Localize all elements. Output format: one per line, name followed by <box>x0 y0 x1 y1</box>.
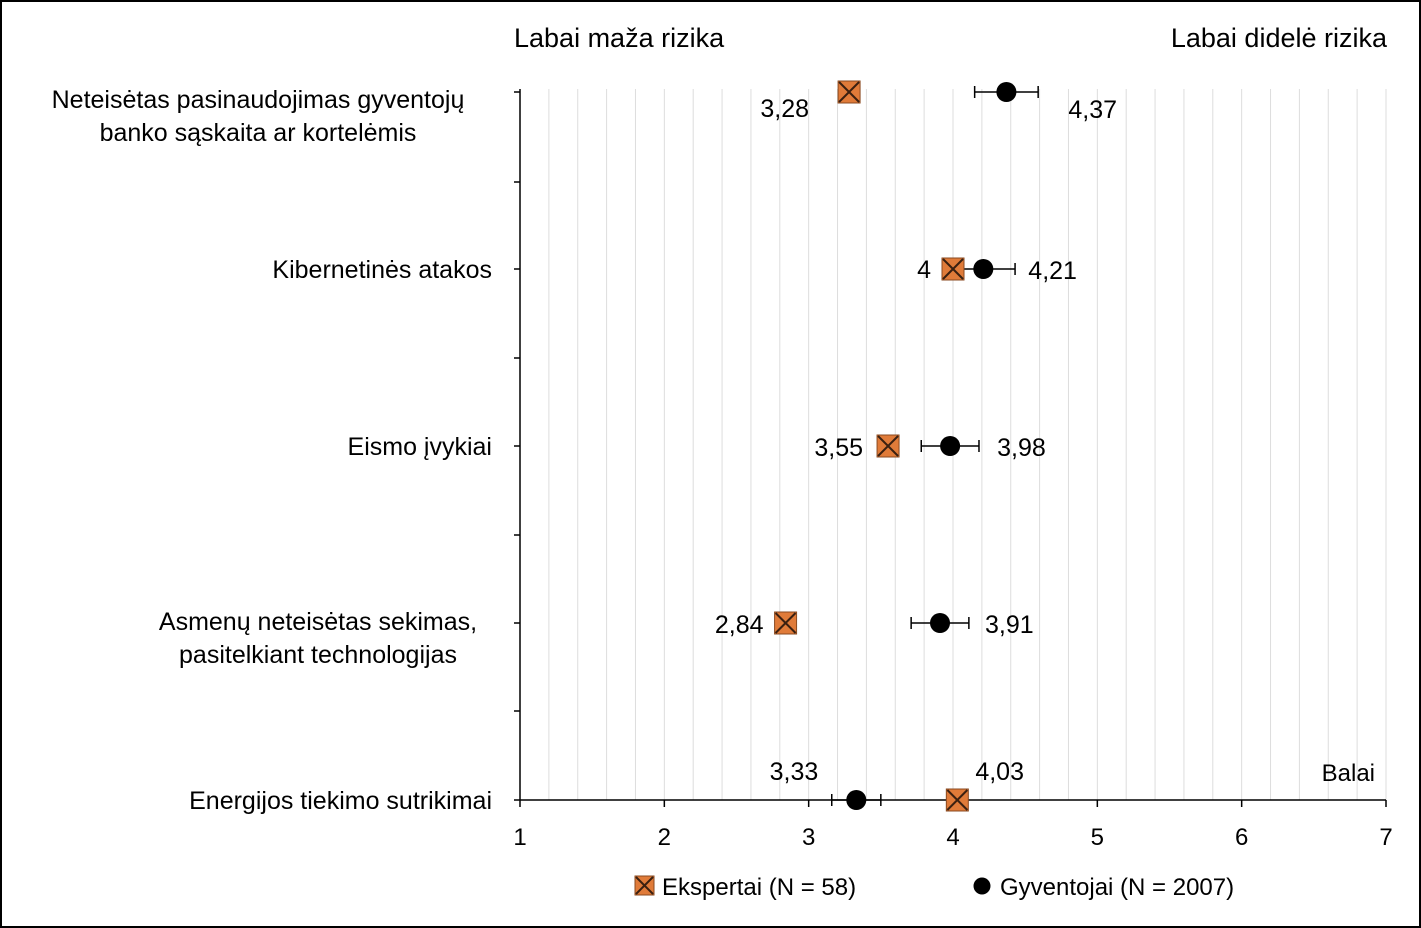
expert-marker <box>876 434 900 458</box>
expert-marker <box>945 788 969 812</box>
legend-resident-marker <box>973 877 991 895</box>
x-tick-label: 7 <box>1379 824 1392 851</box>
resident-value-label: 4,37 <box>1068 96 1117 124</box>
data-labels: 3,28 4 3,55 2,84 4,03 4,37 4,21 3,98 3,91 3,33 <box>715 95 1117 786</box>
expert-marker <box>837 80 861 104</box>
category-label: Neteisėtas pasinaudojimas gyventojų <box>52 86 465 114</box>
category-labels: Neteisėtas pasinaudojimas gyventojų banko… <box>52 86 492 815</box>
expert-marker-cross <box>946 789 969 811</box>
gridlines <box>548 89 1387 800</box>
resident-marker <box>930 613 951 633</box>
data-marks <box>774 80 1039 812</box>
x-tick-label: 6 <box>1235 824 1248 851</box>
x-tick-label: 1 <box>513 824 526 851</box>
legend-expert-label: Ekspertai (N = 58) <box>662 874 856 901</box>
expert-value-label: 3,28 <box>760 95 809 123</box>
resident-value-label: 3,91 <box>985 611 1034 639</box>
resident-marker <box>940 436 961 456</box>
resident-value-label: 3,33 <box>770 758 819 786</box>
resident-value-label: 3,98 <box>997 434 1046 462</box>
expert-marker-cross <box>942 258 964 280</box>
x-tick-label: 3 <box>802 824 815 851</box>
x-tick-label: 2 <box>658 824 671 851</box>
right-header: Labai didelė rizika <box>1171 23 1388 53</box>
expert-marker <box>774 611 798 635</box>
expert-value-label: 4 <box>917 256 931 284</box>
expert-value-label: 4,03 <box>975 758 1024 786</box>
legend: Ekspertai (N = 58) Gyventojai (N = 2007) <box>634 874 1234 901</box>
category-label: Kibernetinės atakos <box>272 256 492 284</box>
legend-resident-label: Gyventojai (N = 2007) <box>1000 874 1234 901</box>
resident-marker <box>996 82 1017 102</box>
resident-marker <box>973 259 994 279</box>
resident-marker <box>846 790 867 810</box>
expert-marker-cross <box>774 612 797 634</box>
left-header: Labai maža rizika <box>514 23 725 53</box>
category-label: pasitelkiant technologijas <box>179 641 457 669</box>
legend-expert-marker <box>634 875 655 896</box>
category-label: banko sąskaita ar kortelėmis <box>100 119 417 147</box>
x-tick-label: 4 <box>946 824 959 851</box>
category-label: Eismo įvykiai <box>348 433 492 461</box>
category-label: Energijos tiekimo sutrikimai <box>189 787 492 815</box>
category-label: Asmenų neteisėtas sekimas, <box>159 608 477 636</box>
expert-marker-cross <box>838 81 860 103</box>
unit-label: Balai <box>1322 760 1375 787</box>
expert-value-label: 2,84 <box>715 611 764 639</box>
expert-marker <box>941 257 965 281</box>
expert-marker-cross <box>877 435 899 457</box>
x-tick-label: 5 <box>1091 824 1104 851</box>
resident-value-label: 4,21 <box>1028 257 1077 285</box>
expert-value-label: 3,55 <box>814 434 863 462</box>
